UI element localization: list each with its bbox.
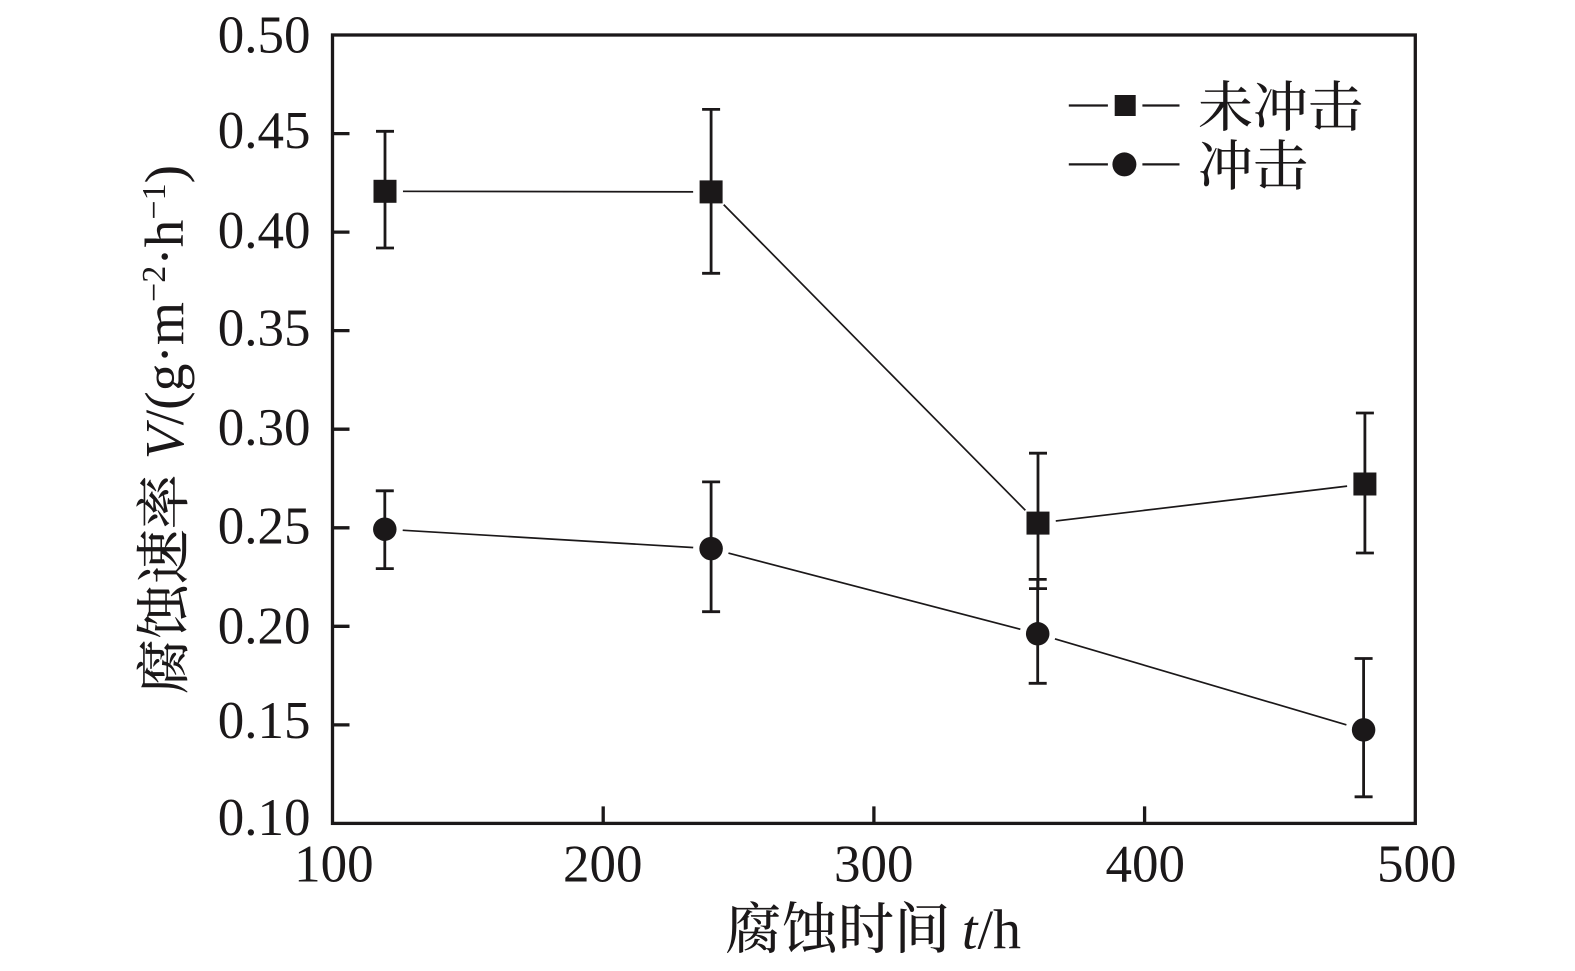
svg-text:0.50: 0.50 bbox=[218, 7, 311, 65]
svg-text:0.30: 0.30 bbox=[218, 399, 311, 457]
svg-text:0.15: 0.15 bbox=[218, 692, 311, 750]
svg-text:0.10: 0.10 bbox=[218, 789, 311, 847]
svg-text:0.45: 0.45 bbox=[218, 102, 311, 160]
svg-text:400: 400 bbox=[1105, 836, 1185, 894]
svg-text:0.25: 0.25 bbox=[218, 498, 311, 556]
svg-text:0.35: 0.35 bbox=[218, 300, 311, 358]
svg-text:100: 100 bbox=[294, 836, 374, 894]
svg-text:200: 200 bbox=[563, 836, 643, 894]
svg-text:0.20: 0.20 bbox=[218, 597, 311, 655]
svg-text:500: 500 bbox=[1377, 836, 1457, 894]
svg-text:300: 300 bbox=[834, 836, 914, 894]
svg-text:0.40: 0.40 bbox=[218, 202, 311, 260]
svg-text:t/h: t/h bbox=[962, 900, 1021, 962]
